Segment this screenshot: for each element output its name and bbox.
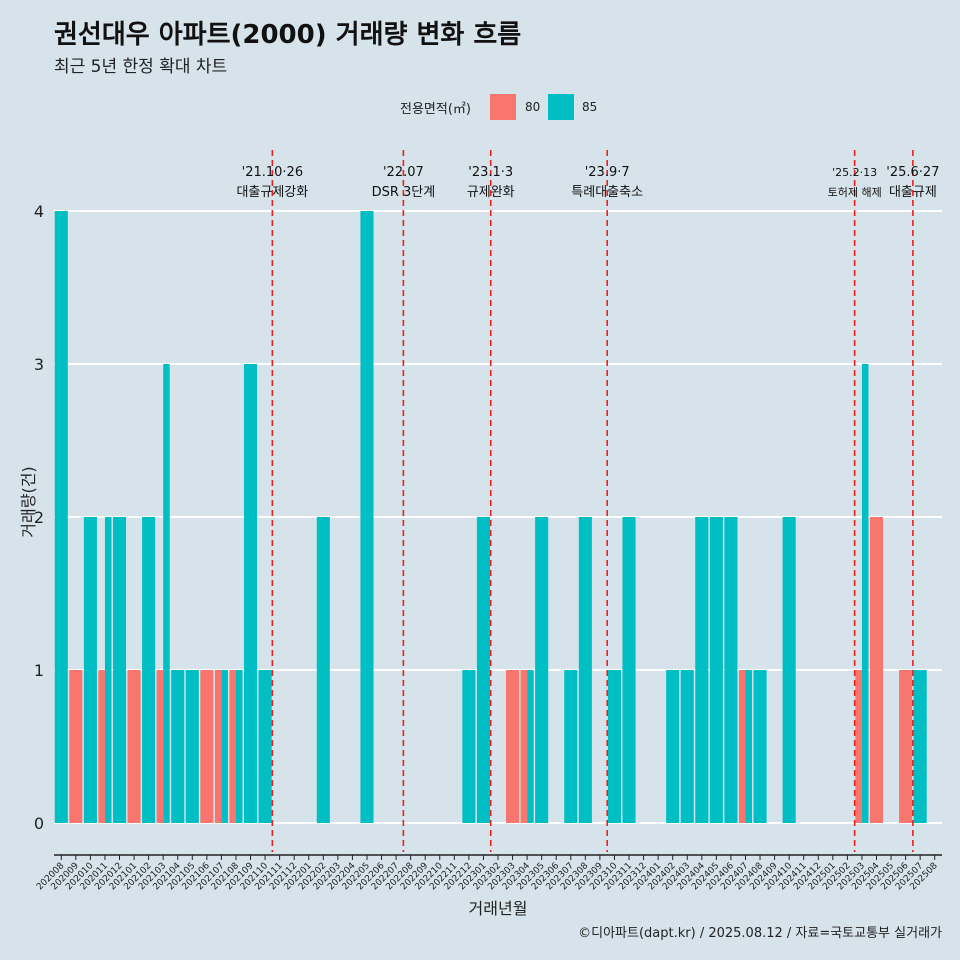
bar-80 [520,670,528,823]
bar-85 [360,211,374,823]
bar-80 [869,517,884,823]
bar-85 [163,364,170,823]
y-tick-label: 0 [34,814,44,833]
event-date-label: '25.2·13 [832,166,877,179]
event-name-label: DSR 3단계 [372,185,436,200]
chart-subtitle: 최근 5년 한정 확대 차트 [54,57,228,77]
bar-85 [913,670,927,823]
bar-85 [861,364,869,823]
event-name-label: 규제완화 [467,185,515,200]
bar-85 [476,517,490,823]
bar-85 [185,670,199,823]
event-date-label: '23.9·7 [585,165,630,180]
bar-85 [243,364,258,823]
bar-85 [54,211,68,823]
event-name-label: 대출규제 [889,185,937,200]
bar-80 [229,670,236,823]
bar-85 [171,670,185,823]
bar-80 [506,670,520,823]
source-caption: ©디아파트(dapt.kr) / 2025.08.12 / 자료=국토교통부 실… [578,926,942,941]
bar-80 [98,670,105,823]
event-date-label: '22.07 [383,165,424,180]
bar-85 [221,670,228,823]
bar-85 [104,517,112,823]
bar-85 [112,517,127,823]
bar-85 [578,517,592,823]
bar-80 [855,670,862,823]
bar-85 [235,670,243,823]
bar-85 [83,517,97,823]
legend-label-85: 85 [582,100,598,114]
event-name-label: 대출규제강화 [236,185,308,200]
event-name-label: 토허제 해제 [828,185,882,199]
chart-title: 권선대우 아파트(2000) 거래량 변화 흐름 [54,20,522,50]
legend-key-80 [490,94,516,120]
bar-85 [527,670,534,823]
event-date-label: '21.10·26 [242,165,303,180]
bar-80 [156,670,164,823]
bar-85 [745,670,753,823]
bar-80 [200,670,214,823]
bar-85 [709,517,723,823]
event-date-label: '25.6·27 [886,165,939,180]
y-tick-label: 1 [34,661,44,680]
x-axis-title: 거래년월 [469,899,528,918]
bar-85 [724,517,738,823]
bar-85 [680,670,694,823]
bar-80 [214,670,222,823]
event-date-label: '23.1·3 [468,165,513,180]
legend-label-80: 80 [525,100,541,114]
bar-85 [316,517,330,823]
bar-85 [462,670,476,823]
y-axis-title: 거래량(건) [19,466,38,537]
bar-85 [782,517,796,823]
bar-80 [127,670,141,823]
legend-title: 전용면적(㎡) [400,102,471,117]
y-tick-label: 4 [34,202,44,221]
bar-80 [738,670,746,823]
bar-85 [564,670,578,823]
bar-85 [753,670,767,823]
event-name-label: 특례대출축소 [571,185,643,200]
bar-85 [607,670,622,823]
bar-85 [695,517,709,823]
bar-85 [622,517,636,823]
legend-key-85 [548,94,574,120]
bar-80 [899,670,913,823]
legend: 전용면적(㎡) 80 85 [0,92,960,122]
bar-85 [142,517,156,823]
bar-80 [69,670,83,823]
y-tick-label: 2 [34,508,44,527]
bar-85 [535,517,549,823]
y-tick-label: 3 [34,355,44,374]
bar-85 [666,670,680,823]
bar-85 [258,670,272,823]
